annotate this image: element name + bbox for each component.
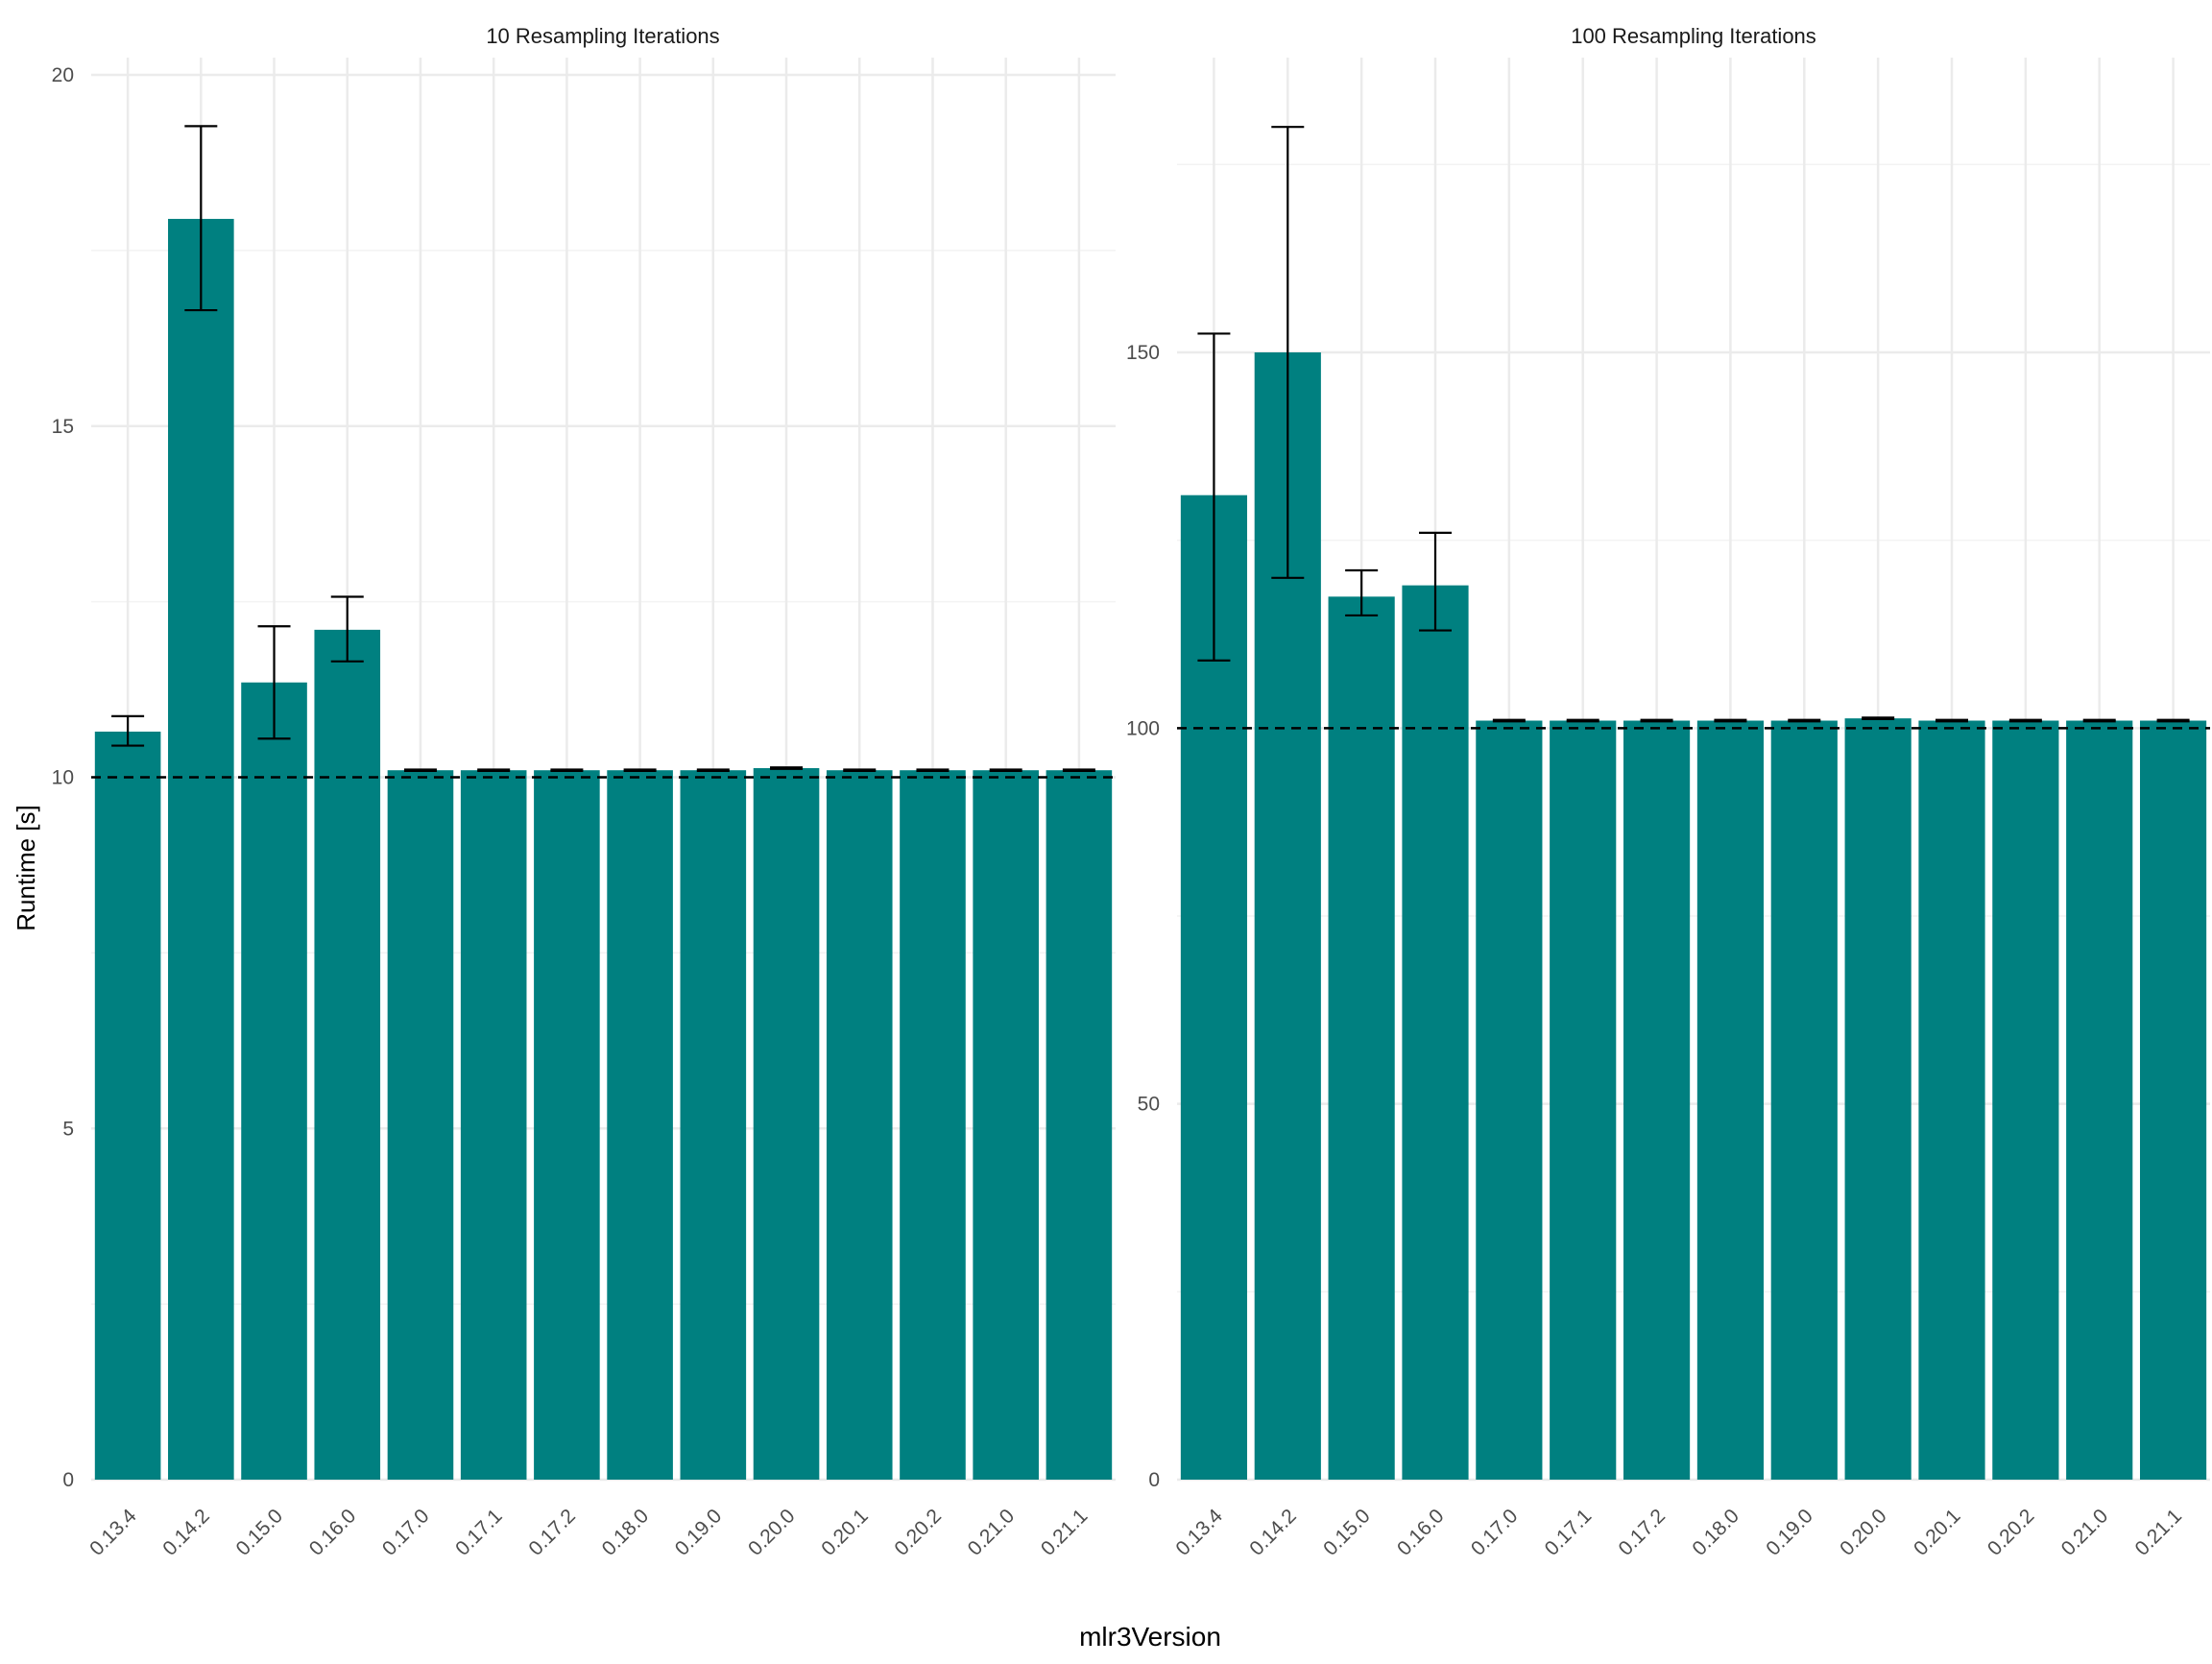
x-axis-title: mlr3Version (1079, 1622, 1221, 1652)
bar (826, 770, 893, 1480)
x-tick-label: 0.19.0 (1762, 1505, 1817, 1560)
bar (1550, 720, 1617, 1480)
bar (460, 770, 527, 1480)
x-tick-label: 0.17.2 (1615, 1505, 1671, 1560)
x-tick-label: 0.20.0 (1836, 1505, 1891, 1560)
bar (900, 770, 966, 1480)
bar (168, 218, 234, 1480)
y-tick-label: 50 (1138, 1094, 1160, 1116)
bar (753, 767, 820, 1480)
x-tick-label: 0.20.1 (817, 1505, 873, 1560)
bar (607, 770, 673, 1480)
x-tick-label: 0.16.0 (305, 1505, 361, 1560)
y-tick-label: 0 (1148, 1469, 1160, 1491)
bar (534, 770, 600, 1480)
y-tick-label: 5 (62, 1118, 74, 1140)
x-tick-label: 0.14.2 (158, 1505, 214, 1560)
bar (387, 770, 454, 1480)
y-tick-label: 10 (52, 767, 74, 789)
bar (1992, 720, 2059, 1480)
panel-title: 10 Resampling Iterations (486, 24, 719, 48)
bar (314, 629, 381, 1480)
x-tick-label: 0.17.2 (524, 1505, 580, 1560)
panel-title: 100 Resampling Iterations (1571, 24, 1816, 48)
x-tick-label: 0.14.2 (1245, 1505, 1301, 1560)
x-tick-label: 0.13.4 (1171, 1505, 1227, 1560)
bar (1696, 720, 1765, 1480)
x-tick-label: 0.18.0 (598, 1505, 654, 1560)
bar (1844, 718, 1911, 1480)
x-tick-label: 0.21.0 (2057, 1505, 2113, 1560)
bar (1623, 720, 1691, 1480)
x-tick-label: 0.18.0 (1688, 1505, 1743, 1560)
bar (1918, 720, 1985, 1480)
y-tick-label: 0 (62, 1469, 74, 1491)
x-tick-label: 0.17.0 (378, 1505, 434, 1560)
x-tick-label: 0.17.1 (451, 1505, 507, 1560)
bar (1770, 720, 1838, 1480)
bar (1476, 720, 1543, 1480)
x-tick-label: 0.21.1 (2131, 1505, 2187, 1560)
x-tick-label: 0.21.0 (964, 1505, 1020, 1560)
bar (1402, 585, 1469, 1480)
x-tick-label: 0.16.0 (1393, 1505, 1449, 1560)
bar (1328, 596, 1395, 1480)
y-axis-title: Runtime [s] (12, 805, 40, 931)
x-tick-label: 0.15.0 (1319, 1505, 1375, 1560)
y-tick-label: 100 (1126, 717, 1160, 739)
bar (241, 682, 307, 1480)
bar (2139, 720, 2207, 1480)
x-tick-label: 0.17.0 (1467, 1505, 1523, 1560)
x-tick-label: 0.19.0 (671, 1505, 727, 1560)
x-tick-label: 0.20.2 (1984, 1505, 2039, 1560)
bar (680, 770, 747, 1480)
x-tick-label: 0.21.1 (1037, 1505, 1093, 1560)
x-tick-label: 0.20.2 (890, 1505, 946, 1560)
bar (973, 770, 1039, 1480)
y-tick-label: 150 (1126, 342, 1160, 364)
x-tick-label: 0.17.1 (1541, 1505, 1597, 1560)
y-tick-label: 20 (52, 64, 74, 86)
bar (94, 731, 161, 1480)
bar (1046, 770, 1113, 1480)
x-tick-label: 0.20.1 (1910, 1505, 1965, 1560)
panel-2: 100 Resampling Iterations 0 50 100 150 0.13.4… (1126, 24, 2210, 1560)
x-tick-label: 0.20.0 (744, 1505, 800, 1560)
x-tick-label: 0.15.0 (232, 1505, 288, 1560)
bar (2066, 720, 2133, 1480)
panel-1: 10 Resampling Iterations 0 5 10 15 20 0.13.4 0.… (52, 24, 1116, 1560)
y-tick-label: 15 (52, 416, 74, 438)
x-tick-label: 0.13.4 (85, 1505, 141, 1560)
